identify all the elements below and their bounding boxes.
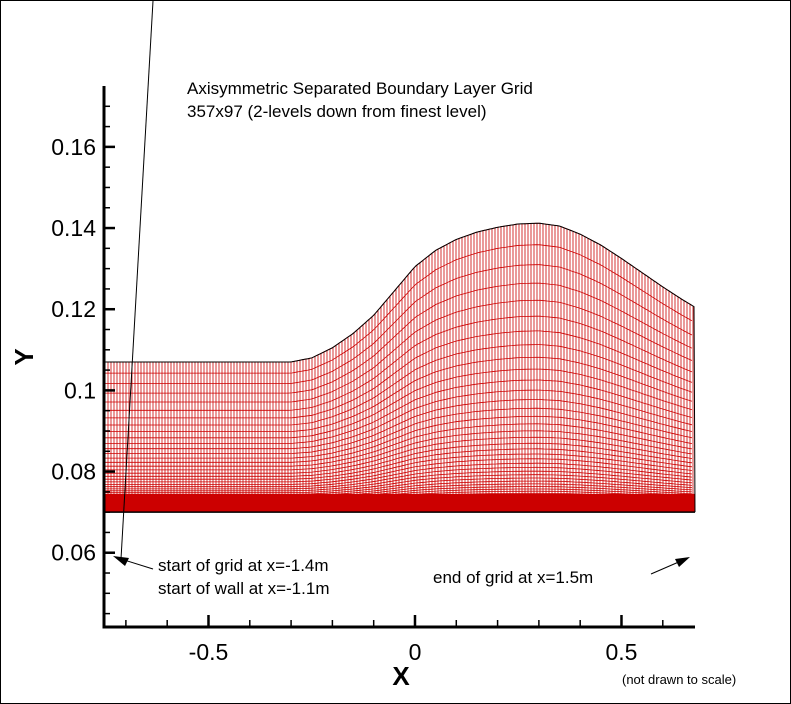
grid-line-horizontal — [104, 389, 693, 450]
grid-line-horizontal — [104, 453, 693, 483]
grid-line-horizontal — [104, 466, 693, 490]
annotation-start-of-grid: start of grid at x=-1.4m — [158, 556, 329, 575]
grid-line-horizontal — [104, 415, 693, 463]
grid-top-boundary — [104, 222, 696, 513]
grid-line-horizontal — [104, 458, 693, 485]
arrow-left — [113, 1, 154, 570]
y-tick-label: 0.16 — [51, 134, 96, 160]
grid-line-horizontal — [104, 436, 693, 474]
grid-line-horizontal — [104, 399, 693, 454]
y-tick-label: 0.08 — [51, 459, 96, 485]
grid-line-horizontal — [104, 407, 693, 459]
y-tick-label: 0.12 — [51, 296, 96, 322]
grid-line-horizontal — [104, 315, 693, 411]
grid-line-horizontal — [104, 244, 693, 374]
x-tick-label: -0.5 — [189, 639, 229, 665]
x-tick-label: 0 — [409, 639, 422, 665]
axes: 0.06 0.08 0.1 0.12 0.14 0.16 -0.5 0 0.5 — [51, 86, 695, 665]
grid-line-horizontal — [104, 470, 693, 492]
x-tick-label: 0.5 — [605, 639, 637, 665]
arrow-right — [650, 557, 690, 575]
y-tick-label: 0.14 — [51, 215, 96, 241]
grid-line-horizontal — [104, 379, 693, 444]
grid-line-horizontal — [104, 442, 693, 477]
grid-line-horizontal — [104, 282, 693, 394]
chart-title: Axisymmetric Separated Boundary Layer Gr… — [187, 79, 533, 98]
grid-line-horizontal — [104, 462, 693, 488]
grid-line-horizontal — [104, 368, 693, 439]
annotation-not-to-scale: (not drawn to scale) — [622, 672, 736, 687]
grid-line-horizontal — [104, 356, 693, 432]
grid-line-horizontal — [104, 344, 693, 426]
grid-line-horizontal — [104, 222, 693, 363]
y-tick-label: 0.06 — [51, 540, 96, 566]
grid-line-horizontal — [104, 448, 693, 480]
grid-mesh — [104, 222, 695, 513]
annotation-start-of-wall: start of wall at x=-1.1m — [158, 579, 329, 598]
grid-line-horizontal — [104, 423, 693, 467]
y-axis-label: Y — [9, 348, 39, 365]
x-axis-label: X — [392, 661, 410, 691]
grid-line-horizontal — [104, 430, 693, 471]
grid-line-horizontal — [104, 299, 693, 403]
near-wall-dense-grid — [104, 493, 695, 513]
grid-line-horizontal — [104, 264, 693, 384]
chart-subtitle: 357x97 (2-levels down from finest level) — [187, 102, 487, 121]
y-tick-label: 0.1 — [64, 377, 96, 403]
grid-line-horizontal — [104, 330, 693, 419]
annotation-end-of-grid: end of grid at x=1.5m — [433, 568, 593, 587]
grid-line-horizontal — [104, 474, 693, 494]
